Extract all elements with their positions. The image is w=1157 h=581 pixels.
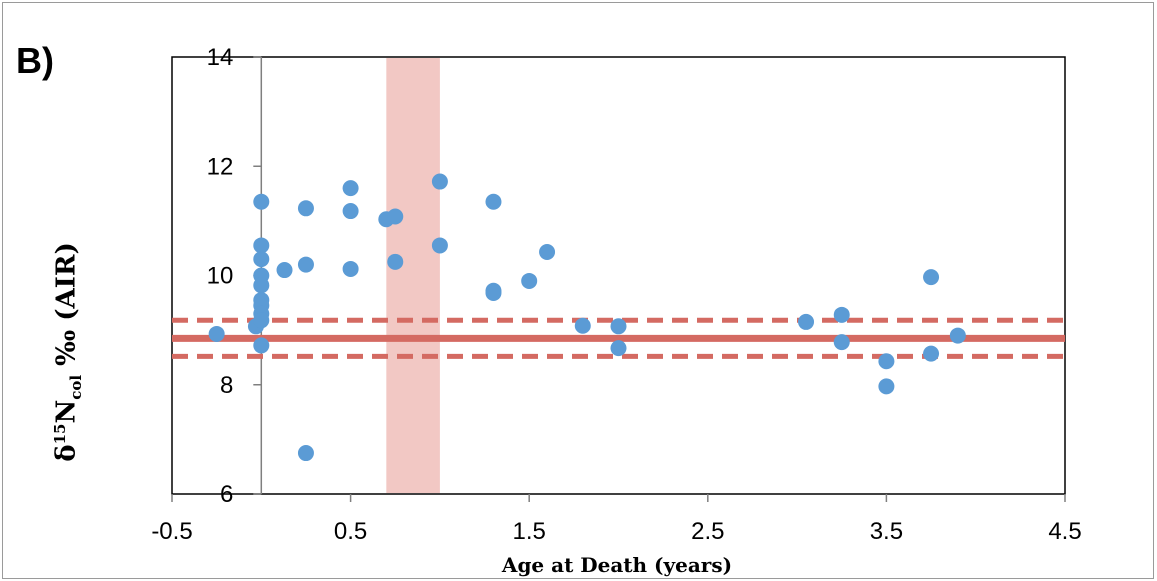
data-point <box>276 262 293 279</box>
data-point <box>342 180 359 197</box>
data-point <box>878 353 895 370</box>
y-tick-label: 8 <box>220 372 233 399</box>
x-tick-label: 2.5 <box>691 518 724 545</box>
y-axis-label-delta: δ <box>51 444 82 462</box>
data-point <box>342 203 359 220</box>
y-axis-label-subscript: col <box>66 374 85 400</box>
data-point <box>485 193 502 210</box>
data-point <box>833 306 850 323</box>
data-point <box>253 251 270 268</box>
data-point <box>539 244 556 261</box>
data-point <box>878 378 895 395</box>
data-point <box>431 237 448 254</box>
panel-label: B) <box>16 40 54 81</box>
data-point <box>923 345 940 362</box>
data-point <box>253 237 270 254</box>
x-tick-label: 4.5 <box>1048 518 1081 545</box>
data-point <box>387 253 404 270</box>
data-point <box>208 325 225 342</box>
y-axis-label-element: N <box>51 399 82 424</box>
data-point <box>949 327 966 344</box>
data-point <box>923 269 940 286</box>
y-tick-label: 10 <box>207 263 234 290</box>
data-point <box>610 340 627 357</box>
data-point <box>574 317 591 334</box>
data-point <box>253 193 270 210</box>
shaded-band <box>386 58 440 493</box>
plot-area <box>171 56 1066 495</box>
x-tick-label: 0.5 <box>334 518 367 545</box>
data-point <box>253 312 270 329</box>
x-axis-label: Age at Death (years) <box>501 553 733 577</box>
data-point <box>833 334 850 351</box>
data-point <box>610 318 627 335</box>
data-point <box>798 313 815 330</box>
data-point <box>431 173 448 190</box>
data-point <box>485 284 502 301</box>
x-tick-label: 3.5 <box>870 518 903 545</box>
y-tick-label: 12 <box>207 153 234 180</box>
data-point <box>253 337 270 354</box>
data-point <box>253 277 270 294</box>
data-point <box>297 445 314 462</box>
x-tick-label: -0.5 <box>151 518 192 545</box>
data-point <box>521 272 538 289</box>
data-point <box>387 208 404 225</box>
data-point <box>342 260 359 277</box>
y-tick-label: 14 <box>207 44 234 71</box>
y-axis-label-mass: 15 <box>51 423 70 445</box>
y-tick-label: 6 <box>220 481 233 508</box>
y-axis-label-unit: ‰ (AIR) <box>51 242 82 366</box>
y-axis-label: δ15Ncol ‰ (AIR) <box>51 242 85 462</box>
data-point <box>297 200 314 217</box>
data-point <box>297 256 314 273</box>
x-tick-label: 1.5 <box>513 518 546 545</box>
